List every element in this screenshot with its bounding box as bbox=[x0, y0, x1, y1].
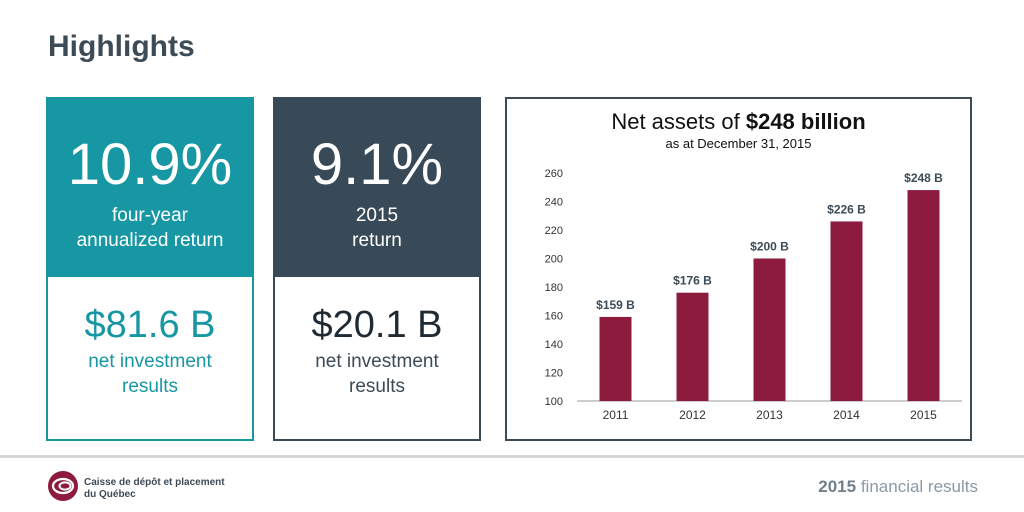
card-top-panel: 9.1% 2015 return bbox=[273, 97, 481, 277]
four-year-return-value: 10.9% bbox=[67, 132, 233, 197]
chart-title: Net assets of $248 billion bbox=[507, 109, 970, 135]
footer-report-label: 2015 financial results bbox=[818, 477, 978, 497]
bar-data-label: $159 B bbox=[596, 298, 635, 312]
org-line: du Québec bbox=[84, 489, 136, 500]
net-investment-results-value: $81.6 B bbox=[84, 304, 216, 346]
footer-divider bbox=[0, 455, 1024, 458]
y-tick-label: 140 bbox=[545, 339, 563, 351]
y-tick-label: 100 bbox=[545, 396, 563, 408]
x-tick-label: 2012 bbox=[679, 408, 706, 422]
bar bbox=[753, 258, 786, 401]
y-tick-label: 200 bbox=[545, 254, 563, 266]
page-title: Highlights bbox=[48, 30, 195, 63]
label-line: results bbox=[122, 376, 178, 397]
label-line: net investment bbox=[88, 351, 212, 372]
y-tick-label: 220 bbox=[545, 225, 563, 237]
card-bottom-panel: $20.1 B net investment results bbox=[273, 277, 481, 441]
footer-year: 2015 bbox=[818, 477, 857, 496]
y-tick-label: 180 bbox=[545, 282, 563, 294]
x-tick-label: 2011 bbox=[603, 408, 629, 422]
label-line: 2015 bbox=[355, 205, 399, 226]
card-bottom-panel: $81.6 B net investment results bbox=[46, 277, 254, 441]
bar-chart-svg: 100 120 140 160 180 200 220 240 260 $159 B 2011 $17… bbox=[545, 168, 962, 422]
bar bbox=[907, 190, 940, 401]
bar-data-label: $200 B bbox=[750, 240, 789, 254]
y-tick-label: 120 bbox=[545, 368, 563, 380]
label-line: return bbox=[352, 230, 402, 251]
bar-data-label: $176 B bbox=[673, 274, 712, 288]
org-line: Caisse de dépôt et placement bbox=[84, 477, 225, 488]
y-tick-label: 160 bbox=[545, 311, 563, 323]
label-line: results bbox=[349, 376, 405, 397]
chart-title-highlight: $248 billion bbox=[745, 109, 866, 134]
net-investment-results-value: $20.1 B bbox=[311, 304, 443, 346]
four-year-return-label: four-year annualized return bbox=[46, 203, 254, 253]
label-line: four-year bbox=[111, 205, 189, 226]
net-assets-chart: Net assets of $248 billion as at Decembe… bbox=[505, 97, 972, 441]
bar-data-label: $248 B bbox=[904, 171, 943, 185]
x-tick-label: 2015 bbox=[910, 408, 937, 422]
annual-return-label: 2015 return bbox=[273, 203, 481, 253]
net-investment-results-label: net investment results bbox=[275, 349, 479, 399]
bar bbox=[830, 221, 863, 401]
chart-title-prefix: Net assets of bbox=[611, 109, 746, 134]
chart-subtitle: as at December 31, 2015 bbox=[665, 136, 812, 151]
y-tick-label: 240 bbox=[545, 197, 563, 209]
label-line: annualized return bbox=[76, 230, 224, 251]
footer-label: financial results bbox=[860, 477, 978, 496]
x-tick-label: 2013 bbox=[756, 408, 783, 422]
highlight-card-2015: 9.1% 2015 return $20.1 B net investment … bbox=[273, 97, 481, 441]
organization-name: Caisse de dépôt et placement du Québec bbox=[84, 477, 225, 501]
bar-data-label: $226 B bbox=[827, 202, 866, 216]
label-line: net investment bbox=[315, 351, 439, 372]
bar bbox=[676, 292, 709, 401]
annual-return-value: 9.1% bbox=[310, 132, 444, 197]
y-tick-label: 260 bbox=[545, 168, 563, 180]
x-tick-label: 2014 bbox=[833, 408, 860, 422]
card-top-panel: 10.9% four-year annualized return bbox=[46, 97, 254, 277]
bar bbox=[599, 316, 632, 401]
net-investment-results-label: net investment results bbox=[48, 349, 252, 399]
cdpq-logo-icon bbox=[48, 471, 78, 501]
highlight-card-four-year: 10.9% four-year annualized return $81.6 … bbox=[46, 97, 254, 441]
